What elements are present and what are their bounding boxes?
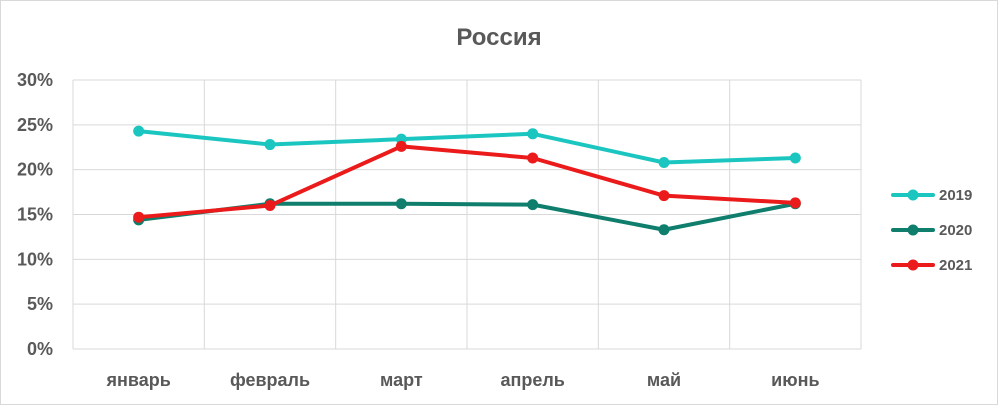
y-tick-label: 15% bbox=[17, 205, 53, 225]
x-tick-label: июнь bbox=[771, 370, 819, 390]
data-point bbox=[264, 139, 276, 151]
y-tick-label: 20% bbox=[17, 160, 53, 180]
legend-swatch-marker bbox=[907, 189, 919, 201]
x-tick-label: февраль bbox=[230, 370, 310, 390]
legend-label: 2019 bbox=[939, 187, 972, 204]
series-line bbox=[136, 144, 798, 220]
data-point bbox=[789, 197, 801, 209]
legend: 2019 2020 2021 bbox=[891, 187, 972, 274]
data-point bbox=[395, 140, 407, 152]
x-tick-label: январь bbox=[106, 370, 171, 390]
series-line bbox=[136, 129, 798, 165]
data-point bbox=[264, 200, 276, 212]
data-point bbox=[658, 224, 670, 236]
y-tick-label: 5% bbox=[27, 294, 53, 314]
series-2019 bbox=[133, 125, 801, 168]
x-axis-ticks: январь февраль март апрель май июнь bbox=[106, 370, 820, 390]
y-tick-label: 25% bbox=[17, 115, 53, 135]
legend-item-2021: 2021 bbox=[891, 257, 972, 274]
legend-swatch-marker bbox=[907, 259, 919, 271]
grid-layer bbox=[72, 79, 862, 350]
x-tick-label: апрель bbox=[500, 370, 564, 390]
series-2021 bbox=[133, 140, 801, 223]
legend-label: 2020 bbox=[939, 222, 972, 239]
series-layer bbox=[133, 125, 801, 236]
x-tick-label: май bbox=[647, 370, 681, 390]
data-point bbox=[527, 128, 539, 140]
legend-swatch-marker bbox=[907, 224, 919, 236]
data-point bbox=[658, 156, 670, 168]
legend-item-2019: 2019 bbox=[891, 187, 972, 204]
data-point bbox=[789, 152, 801, 164]
data-point bbox=[658, 190, 670, 202]
x-tick-label: март bbox=[380, 370, 423, 390]
data-point bbox=[133, 211, 145, 223]
y-tick-label: 30% bbox=[17, 70, 53, 90]
data-point bbox=[527, 199, 539, 211]
data-point bbox=[527, 152, 539, 164]
legend-label: 2021 bbox=[939, 257, 972, 274]
data-point bbox=[133, 125, 145, 137]
y-axis-ticks: 0% 5% 10% 15% 20% 25% 30% bbox=[17, 70, 53, 359]
legend-item-2020: 2020 bbox=[891, 222, 972, 239]
data-point bbox=[395, 198, 407, 210]
chart-title: Россия bbox=[456, 24, 541, 51]
y-tick-label: 0% bbox=[27, 339, 53, 359]
y-tick-label: 10% bbox=[17, 249, 53, 269]
